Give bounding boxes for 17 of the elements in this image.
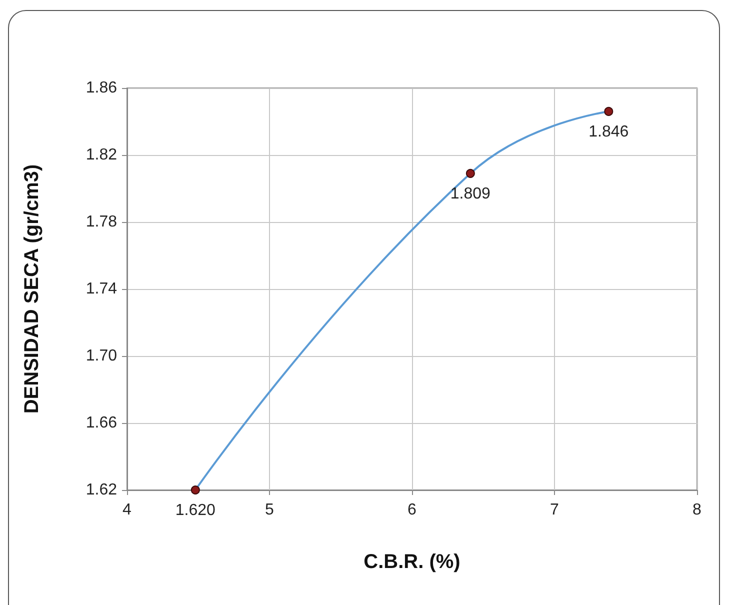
x-axis-title: C.B.R. (%) xyxy=(364,551,460,573)
x-tick-label: 4 xyxy=(122,502,132,518)
x-tick-label: 5 xyxy=(265,502,274,518)
y-tick-label: 1.66 xyxy=(86,414,118,432)
data-label: 1.809 xyxy=(450,185,491,202)
y-tick-label: 1.62 xyxy=(86,482,118,498)
y-tick-label: 1.78 xyxy=(86,214,118,230)
y-axis-title: DENSIDAD SECA (gr/cm3) xyxy=(21,164,43,414)
y-tick-label: 1.82 xyxy=(86,146,118,164)
x-tick-label: 8 xyxy=(692,502,702,518)
y-tick-label: 1.70 xyxy=(86,348,118,364)
data-label: 1.620 xyxy=(175,502,216,519)
y-tick-label: 1.86 xyxy=(86,80,118,96)
x-tick-label: 6 xyxy=(408,502,417,518)
y-tick-label: 1.74 xyxy=(86,280,118,298)
x-tick-label: 7 xyxy=(550,502,560,518)
data-label: 1.846 xyxy=(588,123,629,140)
